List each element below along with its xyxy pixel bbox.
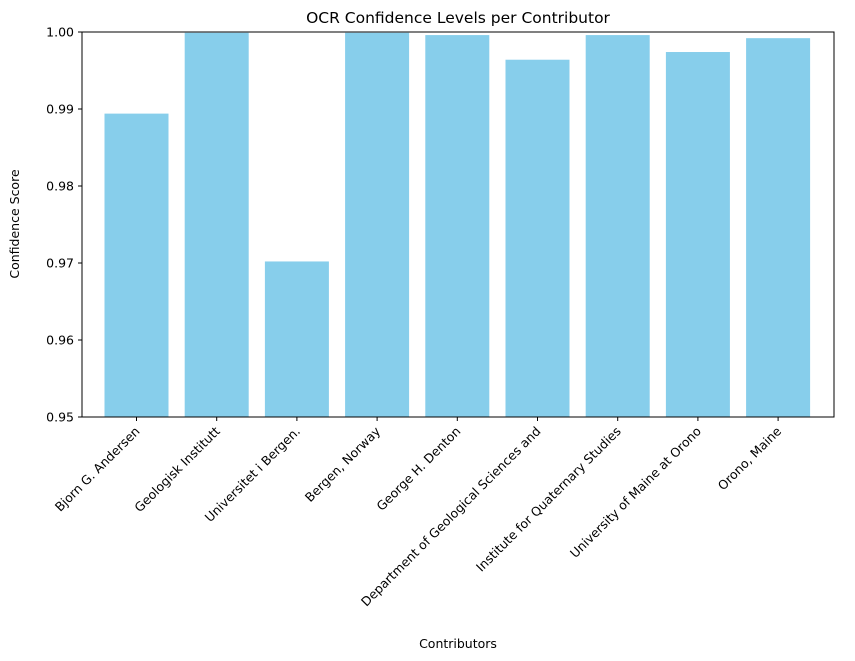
x-tick-label: Bjorn G. Andersen [52, 424, 143, 515]
x-axis-label: Contributors [419, 636, 497, 651]
x-tick-label: Bergen, Norway [302, 423, 384, 505]
bar [184, 32, 249, 418]
bar [505, 59, 570, 417]
bar [665, 52, 730, 418]
bar [264, 261, 329, 417]
plot-frame [81, 31, 835, 418]
bar [585, 35, 650, 418]
x-tick-label: Orono, Maine [715, 423, 785, 493]
bar [746, 38, 811, 417]
bars-group [104, 32, 811, 418]
bar [345, 32, 410, 418]
y-tick-label: 0.97 [46, 256, 74, 271]
x-tick-label: Department of Geological Sciences and [358, 424, 544, 610]
x-tick-label: Geologisk Institutt [131, 423, 223, 515]
y-axis-label: Confidence Score [7, 169, 22, 279]
y-tick-label: 0.95 [46, 410, 74, 425]
x-tick-label: George H. Denton [373, 424, 463, 514]
bar [104, 113, 169, 418]
y-tick-label: 0.99 [46, 102, 74, 117]
bar [425, 35, 490, 418]
x-tick-label: Institute for Quaternary Studies [473, 424, 624, 575]
y-axis-ticks: 0.95 0.96 0.97 0.98 0.99 1.00 [46, 25, 82, 425]
y-tick-label: 0.96 [46, 333, 74, 348]
y-tick-label: 1.00 [46, 25, 74, 40]
y-tick-label: 0.98 [46, 179, 74, 194]
x-tick-label: University of Maine at Orono [567, 424, 704, 561]
chart-title: OCR Confidence Levels per Contributor [306, 9, 610, 27]
